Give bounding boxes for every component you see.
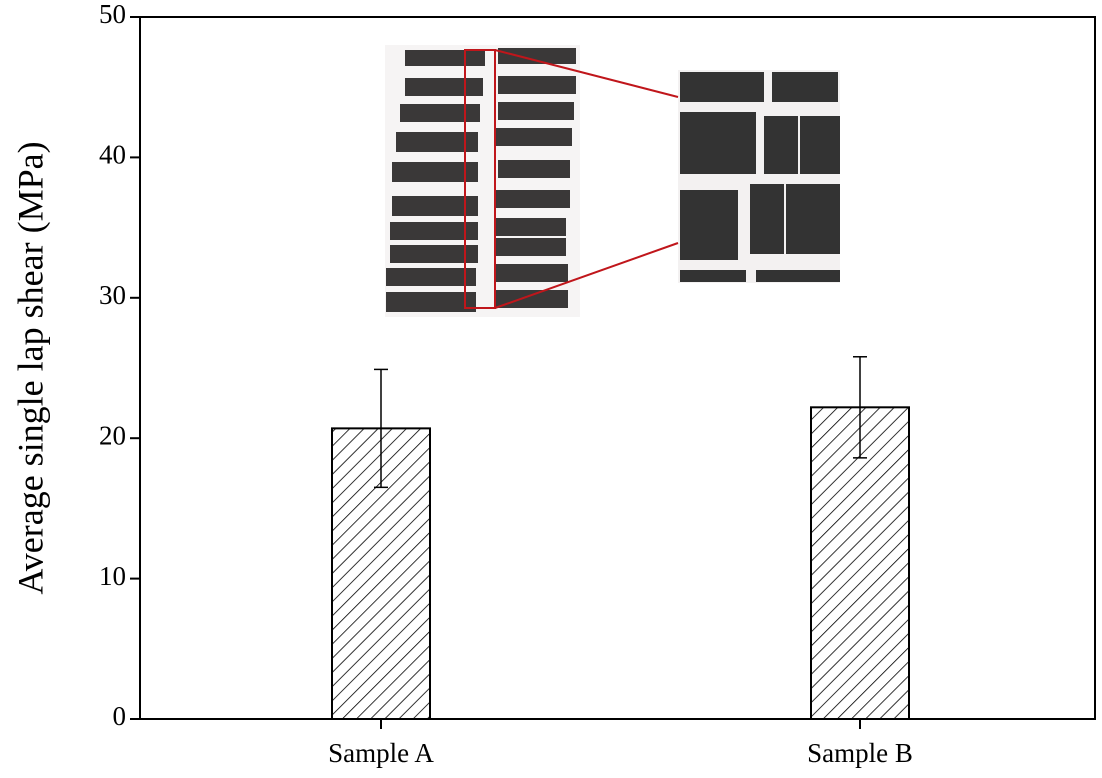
y-tick-label: 10: [99, 561, 126, 591]
inset-photo: [385, 45, 840, 317]
y-tick-label: 20: [99, 420, 126, 450]
bar: [810, 406, 910, 720]
y-tick-label: 0: [113, 701, 127, 731]
x-tick-label: Sample A: [328, 738, 434, 768]
y-tick-label: 30: [99, 280, 126, 310]
y-tick-label: 50: [99, 0, 126, 29]
plot-frame: [139, 16, 1096, 720]
x-tick-label: Sample B: [807, 738, 913, 768]
y-tick-label: 40: [99, 140, 126, 170]
y-axis-label: Average single lap shear (MPa): [10, 141, 50, 594]
